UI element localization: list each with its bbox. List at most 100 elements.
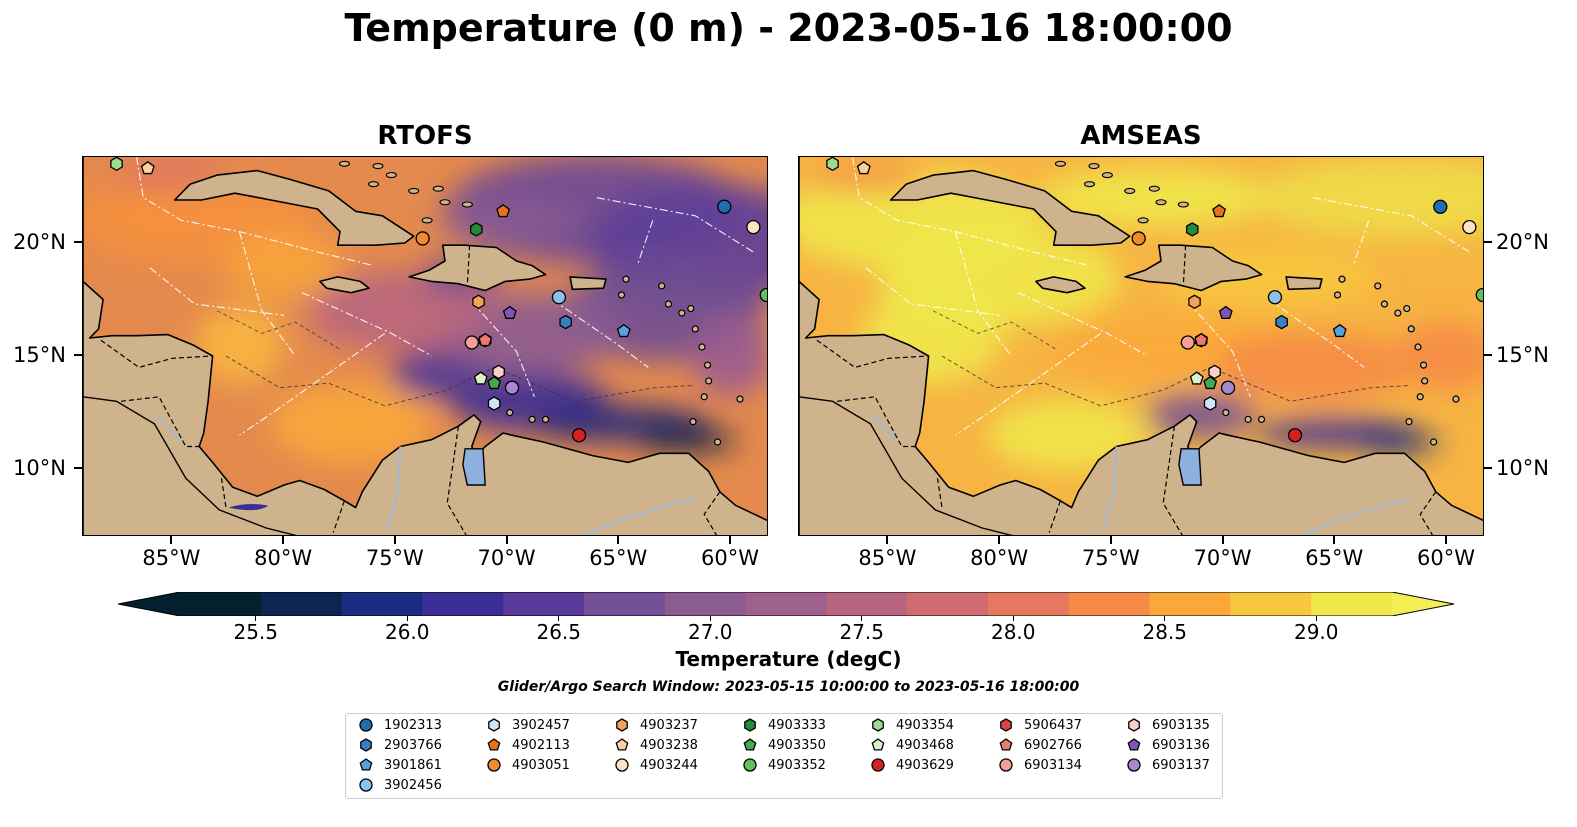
lat-tick-label: 15°N <box>1496 343 1549 368</box>
pentagon-marker-icon <box>999 738 1013 751</box>
circle-marker-icon <box>871 758 885 772</box>
lon-tick <box>393 536 396 544</box>
float-marker-4903244 <box>746 219 761 235</box>
float-marker-6903135 <box>1208 364 1221 380</box>
float-marker-2903766 <box>559 314 572 330</box>
lat-tick <box>1484 240 1492 243</box>
legend-item-4903354: 4903354 <box>870 716 954 734</box>
float-marker-4903333 <box>469 222 483 237</box>
lat-tick <box>74 467 82 470</box>
rtofs-map-canvas <box>83 157 767 535</box>
legend-label: 4903333 <box>768 717 826 733</box>
amseas-map <box>798 156 1484 536</box>
lat-tick-label: 10°N <box>1496 456 1549 481</box>
legend-label: 4903468 <box>896 737 954 753</box>
legend-label: 3901861 <box>384 757 442 773</box>
legend-item-3902457: 3902457 <box>486 716 570 734</box>
float-marker-4903237 <box>472 294 485 310</box>
lon-tick <box>998 536 1001 544</box>
legend-label: 6902766 <box>1024 737 1082 753</box>
lon-tick-label: 85°W <box>142 546 201 570</box>
lon-tick-label: 60°W <box>1417 546 1475 570</box>
legend-label: 6903134 <box>1024 757 1082 773</box>
legend-item-4903238: 4903238 <box>614 736 698 754</box>
circle-marker-icon <box>487 758 501 772</box>
lat-tick <box>74 354 82 357</box>
legend-label: 4903244 <box>640 757 698 773</box>
float-marker-4902113 <box>496 203 511 218</box>
float-marker-4903629 <box>571 428 587 443</box>
lat-tick-label: 10°N <box>13 456 66 481</box>
float-marker-1902313 <box>1433 199 1448 214</box>
float-marker-6903134 <box>1180 335 1195 350</box>
float-marker-4903237 <box>1188 294 1201 310</box>
legend-item-4903333: 4903333 <box>742 716 826 734</box>
colorbar-tick-label: 26.5 <box>536 620 582 644</box>
legend-label: 2903766 <box>384 737 442 753</box>
lon-tick-label: 75°W <box>365 546 424 570</box>
float-marker-4903354 <box>826 157 839 172</box>
pentagon-marker-icon <box>743 738 757 751</box>
float-marker-6903137 <box>504 380 520 395</box>
lon-tick-label: 80°W <box>970 546 1029 570</box>
rtofs-map <box>82 156 768 536</box>
hexagon-marker-icon <box>872 718 884 732</box>
lat-tick <box>1484 467 1492 470</box>
legend-label: 6903136 <box>1152 737 1210 753</box>
lat-tick-label: 20°N <box>13 229 66 254</box>
float-marker-6903136 <box>502 305 517 319</box>
circle-marker-icon <box>615 758 629 772</box>
float-marker-4903629 <box>1287 428 1303 443</box>
circle-marker-icon <box>743 758 757 772</box>
legend-item-6903137: 6903137 <box>1126 756 1210 774</box>
legend-label: 1902313 <box>384 717 442 733</box>
legend-label: 6903135 <box>1152 717 1210 733</box>
float-marker-4902113 <box>1212 203 1227 218</box>
legend-item-3901861: 3901861 <box>358 756 442 774</box>
legend-label: 4903350 <box>768 737 826 753</box>
float-marker-6903136 <box>1218 305 1233 319</box>
float-marker-3902456 <box>1267 290 1283 305</box>
hexagon-marker-icon <box>360 738 372 752</box>
legend-label: 6903137 <box>1152 757 1210 773</box>
legend-item-5906437: 5906437 <box>998 716 1082 734</box>
temperature-colorbar <box>118 592 1454 616</box>
lon-tick <box>1333 536 1336 544</box>
float-marker-4903350 <box>487 375 502 390</box>
circle-marker-icon <box>359 718 373 732</box>
float-marker-4903352 <box>1475 287 1483 303</box>
legend-item-6903134: 6903134 <box>998 756 1082 774</box>
legend-item-2903766: 2903766 <box>358 736 442 754</box>
float-marker-4903238 <box>856 161 871 175</box>
lon-tick-label: 75°W <box>1081 546 1140 570</box>
float-marker-4903051 <box>415 231 430 246</box>
lon-tick-label: 80°W <box>254 546 313 570</box>
colorbar-tick-label: 27.0 <box>687 620 733 644</box>
lon-tick-label: 70°W <box>477 546 536 570</box>
float-marker-4903468 <box>1189 371 1204 385</box>
legend-item-6902766: 6902766 <box>998 736 1082 754</box>
lon-tick <box>170 536 173 544</box>
colorbar-tick-label: 26.0 <box>384 620 430 644</box>
circle-marker-icon <box>999 758 1013 772</box>
lon-tick <box>505 536 508 544</box>
legend-item-6903135: 6903135 <box>1126 716 1210 734</box>
legend-item-1902313: 1902313 <box>358 716 442 734</box>
panel-title-rtofs: RTOFS <box>377 121 473 151</box>
legend-label: 4903051 <box>512 757 570 773</box>
lat-tick <box>74 240 82 243</box>
pentagon-marker-icon <box>359 758 373 771</box>
lat-tick <box>1484 354 1492 357</box>
colorbar-tick <box>1012 616 1014 621</box>
legend-item-4903244: 4903244 <box>614 756 698 774</box>
legend-item-4903350: 4903350 <box>742 736 826 754</box>
pentagon-marker-icon <box>871 738 885 751</box>
float-marker-6903134 <box>464 335 479 350</box>
float-marker-4903350 <box>1203 375 1218 390</box>
float-marker-4903333 <box>1185 222 1199 237</box>
legend-item-4903629: 4903629 <box>870 756 954 774</box>
float-marker-4903354 <box>110 157 123 172</box>
legend-label: 3902457 <box>512 717 570 733</box>
legend-item-6903136: 6903136 <box>1126 736 1210 754</box>
lon-tick-label: 70°W <box>1193 546 1252 570</box>
